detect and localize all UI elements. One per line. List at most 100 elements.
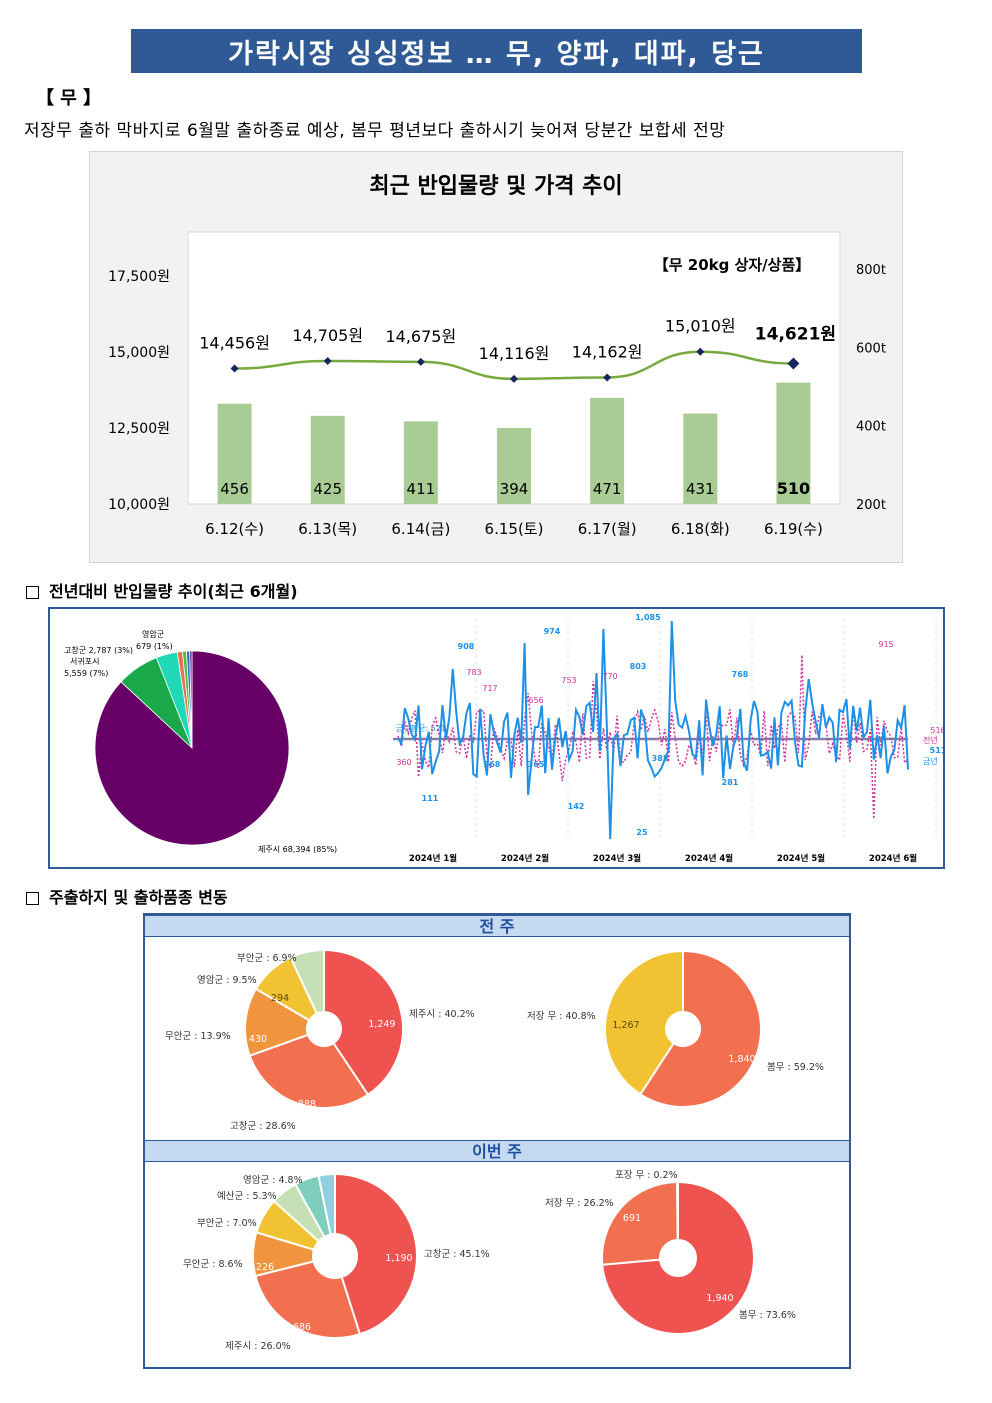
data-label-current: 803 (630, 662, 647, 671)
donut-label: 무안군 : 8.6% (183, 1259, 243, 1270)
donut-value: 888 (298, 1099, 316, 1110)
x-tick: 2024년 1월 (409, 853, 457, 864)
pie-label: 5,559 (7%) (64, 669, 108, 678)
volume-bar (403, 421, 438, 504)
donut-label: 제주시 : 40.2% (409, 1009, 475, 1020)
volume-bar (497, 428, 531, 504)
donut-slice (638, 949, 762, 1108)
volume-bar (776, 382, 811, 504)
donut-label: 봄무 : 59.2% (767, 1062, 824, 1073)
price-label: 14,162원 (572, 342, 643, 361)
donut-slice (604, 949, 684, 1096)
data-label-current: 368 (484, 760, 501, 769)
legend-prev: 전년 (923, 735, 938, 745)
donut-label: 무안군 : 13.9% (165, 1031, 231, 1042)
x-tick: 2024년 2월 (501, 853, 549, 864)
pie-label: 서귀포시 (70, 656, 99, 666)
price-label: 14,456원 (199, 334, 270, 353)
volume-bar (590, 397, 625, 504)
legend-current: 금년 (923, 756, 938, 766)
y-right-tick: 800t (856, 263, 886, 278)
x-tick: 2024년 3월 (593, 853, 641, 864)
x-tick: 6.17(월) (578, 520, 637, 538)
y-left-tick: 10,000원 (108, 497, 170, 513)
x-tick: 6.19(수) (764, 520, 823, 538)
data-label-current: 111 (422, 794, 439, 803)
origin-frame: 전 주 이번 주 제주시 : 40.2% 1,249 고창군 : 28.6% 888 무… (143, 913, 851, 1369)
unit-note: 【무 20kg 상자/상품】 (654, 256, 811, 274)
price-label: 14,675원 (385, 327, 456, 346)
y-left-tick: 15,000원 (108, 345, 170, 361)
donut-slice (676, 1180, 679, 1242)
volume-label: 411 (407, 480, 436, 498)
data-label-prev: 717 (482, 684, 497, 693)
pie-label: 고창군 2,787 (3%) (64, 646, 133, 655)
section-heading-radish: 【 무 】 (36, 88, 102, 109)
price-marker (510, 374, 518, 383)
pie-label: 제주시 68,394 (85%) (258, 845, 337, 854)
donut-slice (601, 1180, 679, 1266)
data-label-current: 768 (732, 670, 749, 679)
donut-label: 고창군 : 45.1% (424, 1249, 490, 1260)
data-label-current: 142 (568, 802, 585, 811)
donut-slice (317, 1172, 336, 1236)
origin-section-heading: 주출하지 및 출하품종 변동 (26, 884, 228, 908)
donut-label: 영암군 : 4.8% (243, 1174, 303, 1186)
page-title: 가락시장 싱싱정보 … 무, 양파, 대파, 당근 (131, 29, 862, 73)
volume-label: 431 (686, 480, 715, 498)
checkbox-icon (26, 892, 39, 905)
x-tick: 2024년 4월 (685, 853, 733, 864)
donut-label: 저장 무 : 40.8% (527, 1011, 596, 1022)
price-marker (230, 364, 239, 373)
data-label-prev: 516 (930, 726, 943, 735)
origin-share-pie: 제주시 68,394 (85%) 서귀포시 5,559 (7%) 고창군 2,787 … (64, 629, 337, 854)
y-left-tick: 12,500원 (108, 421, 170, 437)
donut-label: 봄무 : 73.6% (739, 1310, 796, 1321)
volume-label: 394 (500, 480, 529, 498)
pie-slice (94, 650, 290, 846)
donut-value: 294 (271, 993, 289, 1004)
y-right-tick: 600t (856, 341, 886, 356)
checkbox-icon (26, 586, 39, 599)
y-right-tick: 400t (856, 420, 886, 435)
x-tick: 2024년 5월 (777, 853, 825, 864)
data-label-current: 25 (636, 828, 648, 837)
volume-bar (683, 413, 718, 504)
data-label-prev: 915 (878, 640, 893, 649)
volume-label: 456 (220, 480, 249, 498)
donut-label: 영암군 : 9.5% (197, 974, 257, 986)
donut-label: 부안군 : 7.0% (197, 1218, 257, 1229)
price-label: 14,621원 (755, 325, 836, 345)
data-label-prev: 783 (466, 668, 481, 677)
x-tick: 6.12(수) (205, 520, 264, 538)
price-label: 14,116원 (479, 344, 550, 363)
price-volume-chart-panel: 최근 반입물량 및 가격 추이 【무 20kg 상자/상품】 17,500원 15,0… (89, 151, 903, 563)
data-label-current: 281 (722, 778, 739, 787)
pie-label: 679 (1%) (136, 642, 173, 651)
price-marker (416, 357, 425, 366)
donut-label: 포장 무 : 0.2% (615, 1170, 678, 1181)
summary-text: 저장무 출하 막바지로 6월말 출하종료 예상, 봄무 평년보다 출하시기 늦어… (24, 121, 726, 141)
volume-label: 425 (313, 480, 342, 498)
volume-bar (217, 403, 252, 504)
origin-variety-donuts: 제주시 : 40.2% 1,249 고창군 : 28.6%888 무안군 : 13.9… (165, 948, 824, 1352)
donut-slice (248, 1033, 370, 1109)
data-label-current: 908 (458, 642, 475, 651)
band-this-week: 이번 주 (145, 1140, 849, 1162)
donut-value: 1,190 (385, 1253, 412, 1264)
donut-slice (334, 1172, 418, 1336)
price-volume-chart: 최근 반입물량 및 가격 추이 【무 20kg 상자/상품】 17,500원 15,0… (108, 174, 886, 538)
average-label: 금년평균: 521 (396, 723, 446, 733)
data-label-prev: 360 (396, 758, 411, 767)
price-label: 15,010원 (665, 317, 736, 336)
donut-slice (289, 948, 325, 1015)
donut-value: 1,249 (368, 1019, 395, 1030)
donut-label: 부안군 : 6.9% (237, 953, 297, 964)
price-marker (787, 357, 800, 370)
pie-slice (189, 650, 193, 749)
x-tick: 6.13(목) (298, 520, 357, 538)
donut-value: 430 (249, 1034, 267, 1045)
band-last-week: 전 주 (145, 915, 849, 937)
pie-label: 영암군 (142, 629, 164, 639)
donut-value: 686 (293, 1322, 311, 1333)
